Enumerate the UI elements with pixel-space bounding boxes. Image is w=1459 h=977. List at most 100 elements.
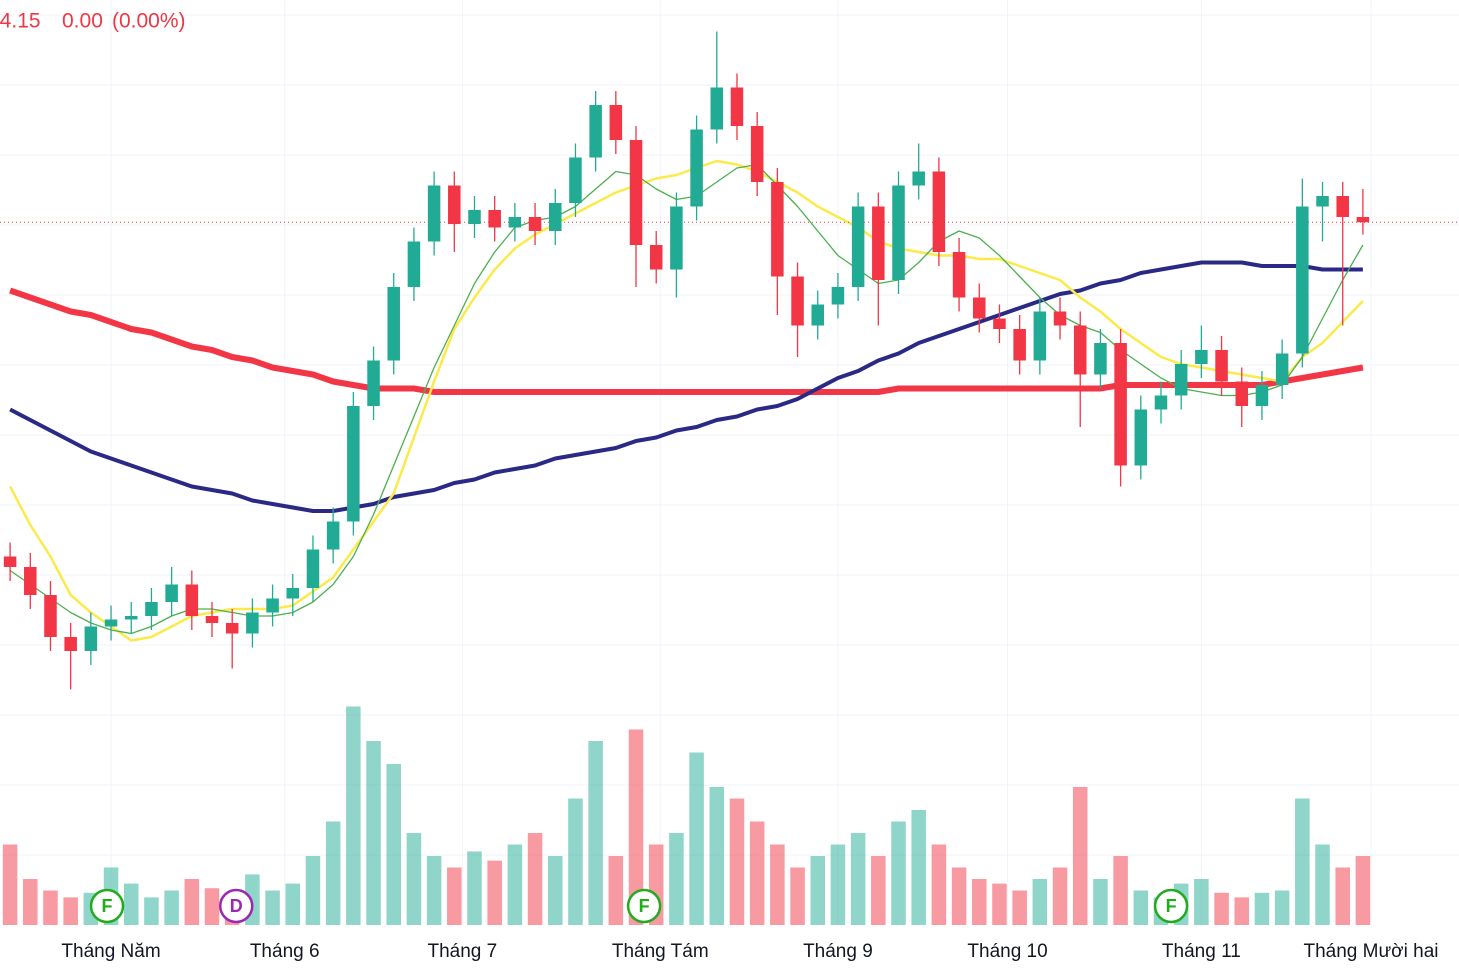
- volume-bar: [305, 856, 321, 925]
- volume-bar: [1133, 890, 1149, 925]
- volume-bar: [628, 729, 644, 925]
- candle-body: [326, 521, 340, 550]
- candle-body: [710, 87, 724, 130]
- volume-bar: [810, 856, 826, 925]
- candle-body: [1134, 409, 1148, 466]
- candle-body: [427, 185, 441, 242]
- volume-bar: [123, 883, 139, 925]
- volume-bar: [1295, 798, 1310, 925]
- candle-body: [1094, 343, 1107, 375]
- candle-body: [104, 619, 118, 627]
- candle-body: [932, 171, 946, 252]
- volume-bar: [1234, 897, 1250, 925]
- volume-bar: [1355, 856, 1371, 925]
- volume-bar: [447, 867, 462, 925]
- candle-body: [1275, 353, 1289, 385]
- volume-bar: [265, 890, 280, 925]
- candle-body: [1033, 311, 1047, 361]
- candle-body: [609, 105, 623, 140]
- candle-body: [64, 637, 77, 651]
- volume-bar: [1012, 890, 1027, 925]
- x-tick-label: Tháng Năm: [61, 941, 160, 962]
- volume-bar: [1274, 890, 1290, 925]
- event-marker: [1153, 888, 1189, 924]
- candle-body: [44, 595, 57, 637]
- candle-body: [771, 182, 784, 277]
- moving-average: [8, 159, 1364, 642]
- candle-body: [468, 210, 481, 224]
- volume-bar: [386, 764, 401, 925]
- moving-average: [9, 163, 1364, 635]
- event-label: F: [102, 896, 113, 916]
- header-change-pct: (0.00%): [112, 10, 186, 33]
- candle-body: [528, 217, 542, 231]
- candle-body: [993, 318, 1006, 329]
- candle-body: [973, 297, 986, 319]
- x-tick-label: Tháng 9: [803, 941, 873, 962]
- moving-average: [9, 260, 1363, 513]
- volume-bar: [770, 844, 785, 925]
- volume-bar: [63, 897, 78, 925]
- candle-body: [912, 171, 925, 186]
- x-tick-label: Tháng 6: [250, 941, 320, 962]
- candle-body: [629, 140, 643, 245]
- volume-bar: [507, 844, 523, 925]
- candle-body: [1073, 325, 1087, 375]
- event-label: F: [1166, 896, 1177, 916]
- candle-body: [1174, 364, 1188, 396]
- candle-body: [569, 157, 582, 203]
- volume-bar: [23, 879, 38, 925]
- candle-body: [1316, 196, 1329, 207]
- volume-bar: [426, 856, 442, 925]
- moving-average: [9, 287, 1364, 395]
- volume-bar: [689, 752, 704, 925]
- ma-layer: [0, 159, 1459, 642]
- event-marker: [626, 888, 662, 924]
- volume-bar: [749, 821, 765, 925]
- x-tick-label: Tháng Tám: [612, 941, 709, 962]
- volume-bar: [1335, 867, 1350, 925]
- candle-body: [1013, 329, 1026, 361]
- candle-body: [670, 206, 683, 270]
- volume-bar: [204, 888, 220, 925]
- volume-bar: [467, 851, 482, 925]
- candle-body: [892, 185, 905, 280]
- event-marker: [218, 888, 254, 924]
- event-label: F: [639, 896, 650, 916]
- volume-bar: [830, 844, 846, 925]
- volume-bar: [709, 787, 725, 925]
- volume-bar: [346, 706, 361, 925]
- volume-bar: [871, 856, 886, 925]
- candle-body: [730, 87, 744, 126]
- volume-bar: [1072, 787, 1088, 925]
- volume-bar: [1214, 892, 1229, 925]
- candle-body: [1356, 217, 1370, 223]
- volume-bar: [1032, 879, 1048, 925]
- volume-bar: [144, 897, 159, 925]
- header-price: 44.15: [0, 10, 41, 33]
- candle-body: [165, 584, 178, 602]
- candle-body: [1114, 343, 1127, 466]
- x-tick-label: Tháng Mười hai: [1303, 941, 1438, 962]
- candle-body: [1255, 385, 1269, 406]
- volume-bar: [1315, 844, 1330, 925]
- volume-bar: [325, 821, 341, 925]
- volume-bar: [1052, 867, 1068, 925]
- candle-body: [225, 623, 239, 634]
- volume-bar: [992, 883, 1007, 925]
- candle-body: [1154, 395, 1168, 410]
- volume-bar: [406, 833, 422, 925]
- volume-bar: [669, 833, 684, 925]
- volume-bar: [951, 867, 967, 925]
- volume-bar: [43, 890, 58, 925]
- candle-body: [407, 241, 421, 287]
- volume-bar: [588, 741, 603, 925]
- candle-body: [488, 210, 501, 228]
- candle-layer: [3, 31, 1370, 690]
- volume-bar: [184, 879, 200, 925]
- x-tick-label: Tháng 11: [1162, 941, 1241, 962]
- volume-bar: [850, 833, 866, 925]
